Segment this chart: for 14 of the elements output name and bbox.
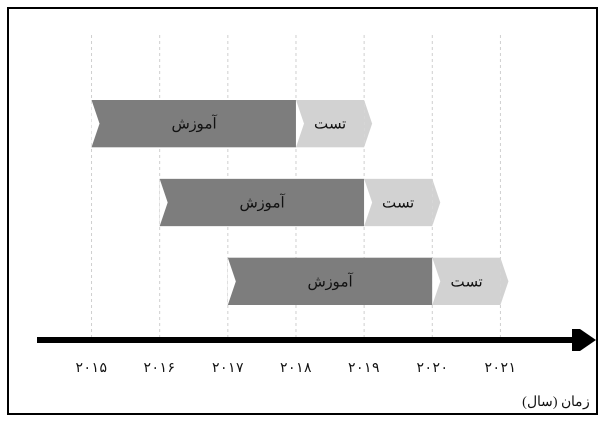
text: تست — [382, 196, 414, 212]
series-label: آموزش — [308, 272, 354, 290]
text: آموزش — [239, 196, 284, 212]
series-label: تست — [450, 274, 482, 290]
x-axis-title: زمان (سال) — [522, 395, 590, 410]
x-tick-label: ۲۰۲۰ — [416, 361, 448, 376]
x-tick-label: ۲۰۲۱ — [484, 361, 516, 376]
x-tick-label: ۲۰۱۸ — [280, 361, 312, 376]
x-tick-label: ۲۰۱۹ — [348, 361, 380, 376]
x-tick-label: ۲۰۱۵ — [76, 361, 108, 376]
text: تست — [314, 116, 346, 133]
text: آموزش — [171, 116, 216, 133]
x-tick-label: ۲۰۱۷ — [212, 361, 244, 376]
x-tick-label: ۲۰۱۶ — [144, 361, 176, 376]
